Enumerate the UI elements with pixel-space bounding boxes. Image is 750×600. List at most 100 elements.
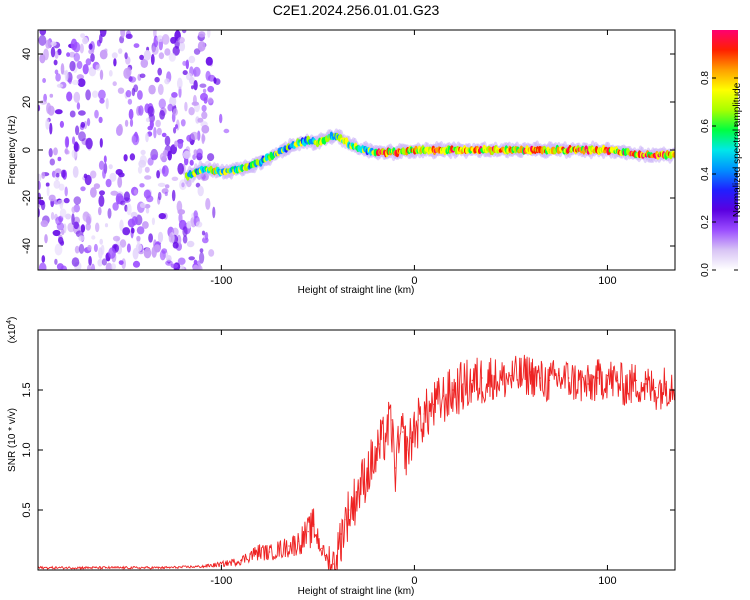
noise-blob — [87, 244, 92, 251]
noise-blob — [82, 211, 90, 222]
noise-blob — [175, 124, 178, 129]
noise-blob — [85, 58, 92, 66]
snr-point — [371, 459, 373, 461]
snr-point — [471, 379, 473, 381]
noise-blob — [129, 118, 134, 128]
spectrogram-y-tick-label: 0 — [21, 147, 33, 153]
noise-blob — [42, 78, 46, 83]
spectrogram-marks — [38, 30, 675, 270]
noise-blob — [193, 259, 198, 265]
snr-x-ticks: -100 0 100 — [210, 330, 617, 587]
noise-blob — [98, 116, 103, 124]
noise-blob — [131, 133, 140, 146]
noise-blob — [172, 108, 178, 116]
snr-point — [417, 419, 419, 421]
spectrogram-y-tick-label: -40 — [21, 238, 33, 254]
noise-blob — [124, 119, 129, 127]
snr-point — [402, 431, 404, 433]
snr-point — [352, 503, 354, 505]
snr-point — [442, 395, 444, 397]
spectrogram-y-tick-label: 40 — [21, 48, 33, 60]
noise-blob — [186, 72, 193, 81]
noise-blob — [38, 262, 47, 270]
noise-blob — [57, 199, 64, 206]
noise-blob — [91, 235, 96, 240]
colorbar: 0.0 0.2 0.4 0.6 0.8 Normalized spectral ampl… — [700, 30, 743, 277]
noise-blob — [105, 98, 109, 110]
snr-point — [328, 561, 331, 563]
noise-blob — [80, 121, 86, 128]
noise-blob — [73, 221, 79, 230]
noise-blob — [72, 79, 79, 85]
noise-blob — [182, 150, 191, 159]
noise-blob — [107, 208, 112, 219]
noise-blob — [190, 131, 199, 141]
noise-blob — [171, 176, 179, 181]
noise-blob — [151, 45, 159, 55]
noise-blob — [78, 131, 86, 142]
noise-blob — [98, 89, 106, 100]
noise-blob — [127, 218, 136, 228]
snr-y-tick-label: 0.5 — [21, 502, 33, 517]
colorbar-tick-label: 0.2 — [700, 215, 711, 229]
snr-point — [568, 377, 570, 379]
noise-blob — [113, 58, 117, 67]
snr-point — [520, 373, 522, 375]
snr-line — [38, 354, 675, 570]
noise-blob — [72, 136, 76, 145]
snr-point — [332, 563, 334, 565]
noise-blob — [71, 213, 75, 226]
noise-blob — [186, 221, 192, 229]
spectrogram-x-tick-label: 0 — [411, 275, 417, 287]
noise-blob — [101, 258, 107, 266]
noise-blob — [39, 99, 48, 105]
snr-point — [269, 551, 271, 553]
noise-blob — [192, 264, 199, 270]
colorbar-tick-label: 0.4 — [700, 167, 711, 181]
noise-blob — [151, 217, 155, 226]
noise-blob — [49, 158, 55, 166]
snr-point — [382, 437, 385, 439]
snr-y-label: SNR (10 * v/v) — [7, 408, 18, 472]
noise-blob — [133, 189, 138, 195]
snr-point — [249, 553, 251, 556]
noise-blob — [162, 149, 169, 157]
snr-point — [500, 377, 502, 379]
snr-y-ticks: 0.5 1.0 1.5 — [21, 382, 675, 518]
noise-blob — [177, 257, 186, 265]
noise-blob — [40, 200, 46, 211]
noise-blob — [171, 189, 176, 202]
noise-blob — [126, 243, 131, 253]
noise-blob — [171, 92, 178, 98]
noise-blob — [41, 171, 46, 179]
spectrogram-y-tick-label: 20 — [21, 96, 33, 108]
noise-blob — [69, 60, 76, 72]
noise-blob — [54, 243, 63, 256]
noise-blob — [197, 41, 206, 52]
noise-blob — [38, 104, 41, 112]
snr-point — [379, 443, 381, 445]
noise-blob — [75, 125, 80, 136]
snr-point — [655, 387, 657, 389]
noise-blob — [201, 104, 207, 112]
noise-blob — [80, 33, 86, 38]
noise-blob — [53, 59, 58, 66]
noise-blob — [88, 48, 95, 55]
noise-blob — [139, 155, 147, 165]
snr-point — [577, 379, 580, 381]
noise-blob — [60, 265, 67, 270]
noise-blob — [123, 154, 128, 162]
noise-blob — [162, 166, 166, 175]
noise-blob — [177, 139, 184, 149]
noise-blob — [118, 48, 123, 54]
noise-blob — [188, 55, 196, 64]
noise-blob — [80, 224, 86, 233]
snr-point — [626, 383, 628, 385]
noise-blob — [54, 109, 63, 115]
noise-blob — [50, 46, 56, 58]
snr-y-multiplier: (x104) — [6, 317, 18, 344]
noise-blob — [58, 236, 64, 244]
snr-point — [278, 547, 280, 550]
noise-blob — [109, 172, 117, 182]
noise-blob — [78, 110, 86, 116]
